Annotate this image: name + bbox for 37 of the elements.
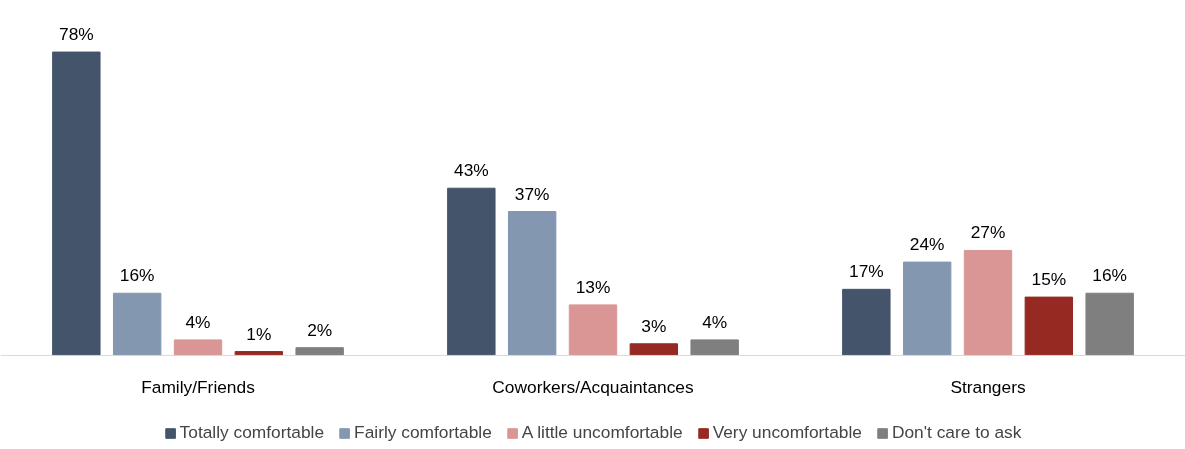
legend-label: A little uncomfortable [521, 422, 683, 443]
data-label: 13% [575, 276, 611, 297]
bar [295, 347, 344, 356]
data-label: 2% [307, 319, 333, 340]
data-label: 16% [1092, 265, 1128, 286]
bar [842, 288, 891, 356]
bar [507, 211, 557, 356]
data-label: 37% [514, 183, 550, 204]
bar [963, 249, 1013, 356]
x-tick-label: Strangers [950, 377, 1026, 398]
bar [173, 339, 223, 356]
data-label: 27% [970, 222, 1006, 243]
data-label: 15% [1031, 269, 1067, 290]
bar [52, 51, 101, 356]
legend-label: Totally comfortable [179, 422, 325, 443]
bar [690, 339, 739, 356]
bar [629, 343, 679, 356]
bar [447, 187, 496, 356]
bar [1024, 296, 1074, 356]
data-label: 78% [59, 24, 94, 45]
x-tick-label: Family/Friends [141, 377, 256, 398]
bar [568, 304, 618, 356]
legend-label: Very uncomfortable [712, 422, 862, 443]
data-label: 1% [246, 323, 272, 344]
legend-label: Don't care to ask [891, 422, 1022, 443]
bar [902, 261, 952, 356]
data-label: 3% [641, 315, 667, 336]
data-label: 17% [849, 261, 884, 282]
legend-label: Fairly comfortable [354, 422, 492, 443]
data-label: 16% [119, 265, 155, 286]
data-label: 24% [909, 234, 945, 255]
bar [112, 292, 162, 356]
data-label: 4% [702, 311, 728, 332]
data-label: 43% [454, 160, 489, 181]
bar [1085, 292, 1134, 356]
x-tick-label: Coworkers/Acquaintances [492, 377, 694, 398]
data-label: 4% [185, 311, 211, 332]
